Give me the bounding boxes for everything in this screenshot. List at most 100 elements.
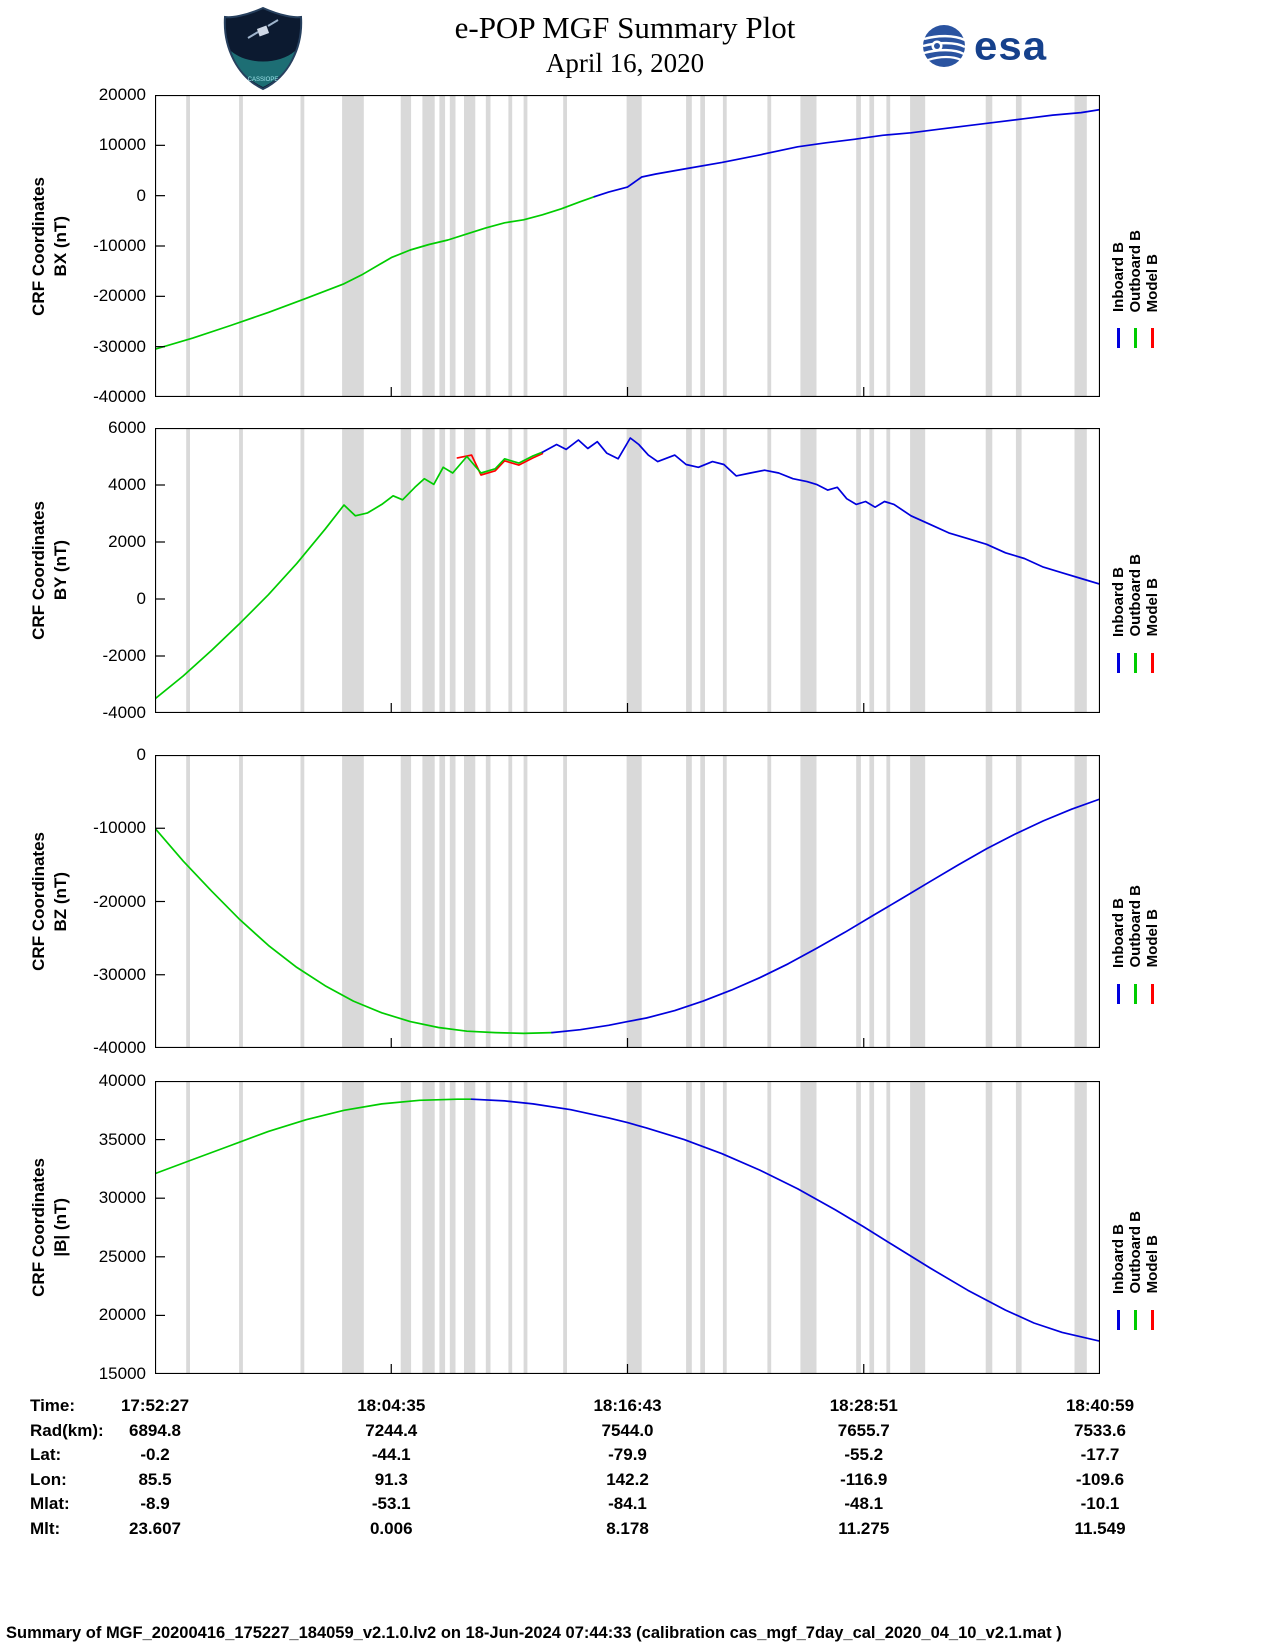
plot-area-by bbox=[155, 428, 1100, 713]
ephemeris-value: -84.1 bbox=[608, 1494, 647, 1513]
legend-swatch-inboard-b bbox=[1117, 328, 1120, 348]
ephemeris-value: -10.1 bbox=[1080, 1494, 1120, 1513]
legend-item-outboard-b: Outboard B bbox=[1127, 755, 1144, 1048]
ephemeris-row-label: Lon: bbox=[30, 1469, 67, 1489]
legend-item-model-b: Model B bbox=[1144, 428, 1161, 713]
data-gap-band bbox=[626, 428, 642, 713]
ephemeris-value: 11.275 bbox=[838, 1518, 890, 1538]
series-inboard-b bbox=[593, 108, 1100, 198]
legend-label-box: Model B bbox=[1144, 1126, 1161, 1294]
data-gap-band bbox=[449, 428, 456, 713]
data-gap-band bbox=[342, 95, 364, 397]
legend-label: Model B bbox=[1144, 578, 1161, 637]
legend-label: Inboard B bbox=[1110, 242, 1127, 312]
y-tick-label: -40000 bbox=[93, 1038, 146, 1057]
esa-wordmark: esa bbox=[974, 23, 1048, 68]
series-inboard-b bbox=[470, 1098, 1100, 1343]
ephemeris-value: 7244.4 bbox=[365, 1420, 418, 1440]
y-tick-label: 0 bbox=[136, 589, 146, 608]
legend-swatch-inboard-b bbox=[1117, 1309, 1120, 1330]
data-gap-band bbox=[239, 428, 243, 713]
patch-satellite-icon bbox=[247, 19, 279, 39]
data-gap-band bbox=[722, 755, 727, 1048]
data-gap-band bbox=[400, 428, 412, 713]
data-gap-band bbox=[485, 1081, 491, 1374]
y-axis-label-line1: CRF Coordinates bbox=[29, 832, 48, 971]
data-gap-band bbox=[523, 755, 528, 1048]
data-gap-band bbox=[342, 755, 364, 1048]
ephemeris-row-mlat: Mlat: -8.9 -53.1 -84.1 -48.1 -10.1 bbox=[0, 1494, 1275, 1519]
ephemeris-value: 18:40:59 bbox=[1065, 1396, 1135, 1415]
legend-item-inboard-b: Inboard B bbox=[1110, 755, 1127, 1048]
y-tick-label: -30000 bbox=[93, 336, 146, 356]
data-gap-band bbox=[508, 755, 513, 1048]
y-tick-label: 15000 bbox=[98, 1364, 146, 1383]
series-outboard-b bbox=[155, 1098, 473, 1175]
ephemeris-value: -17.7 bbox=[1080, 1445, 1120, 1464]
page-date: April 16, 2020 bbox=[545, 48, 705, 78]
data-gap-band bbox=[1074, 755, 1087, 1048]
y-axis-label-line1: CRF Coordinates bbox=[29, 1158, 48, 1297]
data-gap-band bbox=[300, 755, 305, 1048]
data-gap-band bbox=[439, 755, 446, 1048]
data-gap-band bbox=[449, 1081, 456, 1374]
y-tick-label: 35000 bbox=[98, 1129, 146, 1149]
y-tick-label: 30000 bbox=[98, 1188, 146, 1208]
axes-box bbox=[155, 428, 1100, 713]
ephemeris-value: -0.2 bbox=[140, 1445, 170, 1464]
data-gap-band bbox=[439, 1081, 446, 1374]
ephemeris-row-time: Time: 17:52:27 18:04:35 18:16:43 18:28:51 18:… bbox=[0, 1396, 1275, 1421]
legend-label: Outboard B bbox=[1127, 229, 1144, 313]
axes-box bbox=[155, 1081, 1100, 1374]
data-gap-band bbox=[508, 95, 513, 397]
legend-swatch-model-b bbox=[1151, 328, 1154, 348]
patch-earth-limb bbox=[231, 51, 295, 87]
data-gap-band bbox=[910, 95, 926, 397]
data-gap-band bbox=[767, 1081, 772, 1374]
panel-by: CRF Coordinates BY (nT) -4000 -2000 0 2000 400… bbox=[29, 418, 1161, 722]
data-gap-band bbox=[449, 95, 456, 397]
legend-label-box: Inboard B bbox=[1110, 469, 1127, 637]
legend-bx: Inboard B Outboard B Model B bbox=[1110, 95, 1161, 397]
data-gap-band bbox=[300, 95, 305, 397]
ephemeris-value: 7544.0 bbox=[601, 1420, 654, 1440]
data-gap-band bbox=[800, 428, 817, 713]
legend-label: Inboard B bbox=[1110, 566, 1127, 637]
data-gap-band bbox=[686, 1081, 692, 1374]
data-gap-band bbox=[186, 95, 190, 397]
series-inboard-b bbox=[551, 798, 1100, 1034]
legend-bmag: Inboard B Outboard B Model B bbox=[1110, 1081, 1161, 1374]
legend-label: Model B bbox=[1144, 1235, 1161, 1294]
ephemeris-value: 23.607 bbox=[129, 1518, 181, 1538]
data-gap-band bbox=[700, 428, 705, 713]
data-gap-band bbox=[508, 428, 513, 713]
ephemeris-value: -116.9 bbox=[840, 1469, 888, 1489]
series-outboard-b bbox=[155, 451, 544, 700]
data-gap-band bbox=[400, 95, 412, 397]
data-gap-band bbox=[626, 755, 642, 1048]
ephemeris-row-label: Mlat: bbox=[30, 1494, 70, 1513]
data-gap-band bbox=[886, 95, 891, 397]
data-gap-band bbox=[563, 755, 567, 1048]
data-gap-band bbox=[400, 1081, 412, 1374]
data-gap-band bbox=[485, 95, 491, 397]
y-tick-label: 25000 bbox=[98, 1246, 146, 1266]
page-title: e-POP MGF Summary Plot bbox=[454, 10, 796, 45]
data-gap-band bbox=[800, 1081, 817, 1374]
data-gap-band bbox=[422, 755, 435, 1048]
data-gap-band bbox=[856, 95, 861, 397]
y-tick-label: 10000 bbox=[98, 135, 146, 155]
data-gap-band bbox=[1015, 1081, 1022, 1374]
ephemeris-row-label: Time: bbox=[30, 1396, 76, 1415]
data-gap-band bbox=[508, 1081, 513, 1374]
ephemeris-value: -48.1 bbox=[844, 1494, 884, 1513]
data-gap-band bbox=[239, 1081, 243, 1374]
ephemeris-value: -44.1 bbox=[371, 1445, 411, 1464]
ephemeris-row-radkm: Rad(km): 6894.8 7244.4 7544.0 7655.7 7533.6 bbox=[0, 1421, 1275, 1446]
data-gap-band bbox=[1074, 95, 1087, 397]
y-tick-label: -10000 bbox=[93, 236, 146, 255]
data-gap-band bbox=[464, 1081, 476, 1374]
y-tick-label: 0 bbox=[136, 745, 146, 764]
cassiope-patch-logo: CASSIOPE bbox=[222, 5, 304, 96]
data-gap-band bbox=[186, 428, 190, 713]
